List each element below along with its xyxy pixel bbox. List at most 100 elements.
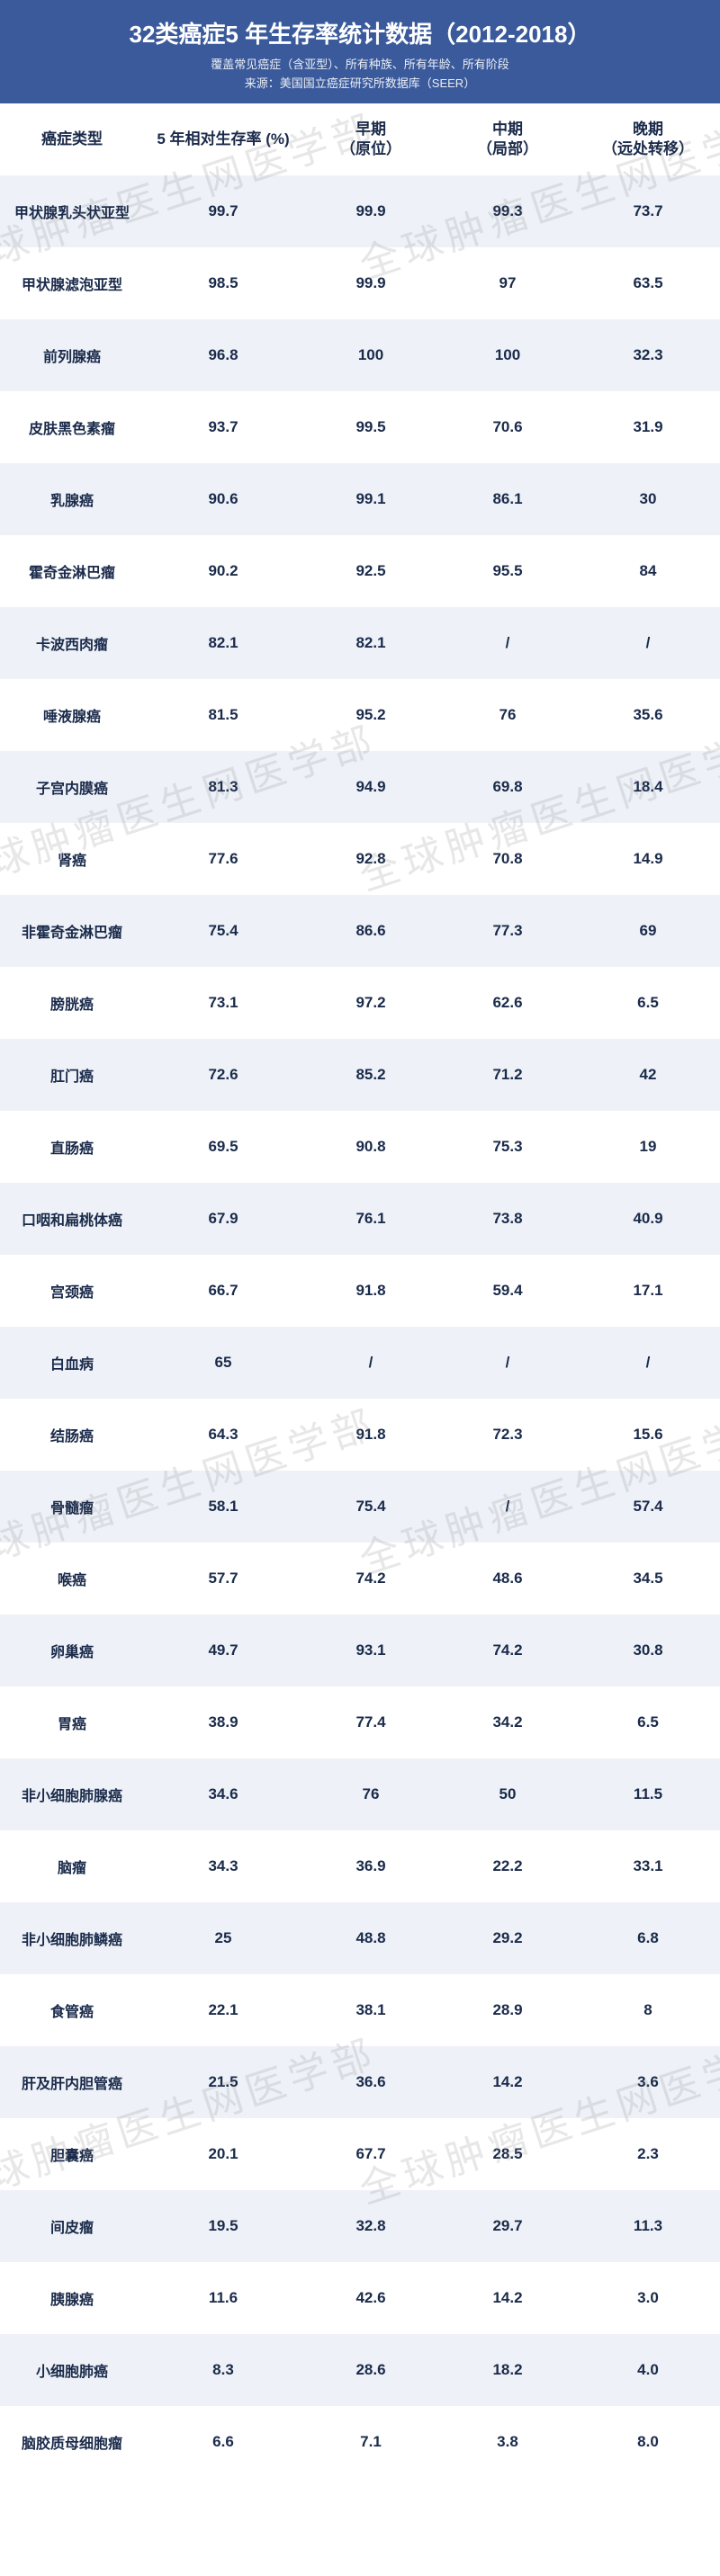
value-cell: 6.6 [144,2406,302,2478]
value-cell: 90.6 [144,463,302,535]
table-header: 癌症类型5 年相对生存率 (%)早期（原位）中期（局部）晚期（远处转移） [0,103,720,175]
value-cell: 50 [439,1758,576,1830]
table-row: 肾癌77.692.870.814.9 [0,823,720,895]
table-row: 脑胶质母细胞瘤6.67.13.88.0 [0,2406,720,2478]
value-cell: 90.2 [144,535,302,607]
table-row: 食管癌22.138.128.98 [0,1974,720,2046]
value-cell: 84 [576,535,720,607]
value-cell: 32.8 [302,2190,439,2262]
page-title: 32类癌症5 年生存率统计数据（2012-2018） [9,16,711,49]
value-cell: 100 [302,319,439,391]
value-cell: 48.8 [302,1902,439,1974]
table-row: 肛门癌72.685.271.242 [0,1039,720,1111]
table-row: 唾液腺癌81.595.27635.6 [0,679,720,751]
value-cell: 34.5 [576,1543,720,1614]
value-cell: 76 [302,1758,439,1830]
header: 32类癌症5 年生存率统计数据（2012-2018） 覆盖常见癌症（含亚型）、所… [0,0,720,103]
value-cell: / [576,1327,720,1399]
column-header: 晚期（远处转移） [576,103,720,175]
column-header: 中期（局部） [439,103,576,175]
cancer-type-cell: 胃癌 [0,1686,144,1758]
value-cell: 76 [439,679,576,751]
value-cell: 95.2 [302,679,439,751]
cancer-type-cell: 非霍奇金淋巴瘤 [0,895,144,967]
cancer-type-cell: 喉癌 [0,1543,144,1614]
table-row: 胆囊癌20.167.728.52.3 [0,2118,720,2190]
table-row: 胃癌38.977.434.26.5 [0,1686,720,1758]
value-cell: 96.8 [144,319,302,391]
value-cell: 20.1 [144,2118,302,2190]
table-row: 乳腺癌90.699.186.130 [0,463,720,535]
cancer-type-cell: 间皮瘤 [0,2190,144,2262]
value-cell: 92.8 [302,823,439,895]
cancer-type-cell: 子宫内膜癌 [0,751,144,823]
value-cell: / [439,1471,576,1543]
table-row: 口咽和扁桃体癌67.976.173.840.9 [0,1183,720,1255]
value-cell: 33.1 [576,1830,720,1902]
value-cell: 25 [144,1902,302,1974]
value-cell: 29.2 [439,1902,576,1974]
value-cell: 97.2 [302,967,439,1039]
value-cell: 82.1 [144,607,302,679]
value-cell: 75.3 [439,1111,576,1183]
column-header: 癌症类型 [0,103,144,175]
value-cell: 6.5 [576,1686,720,1758]
value-cell: / [302,1327,439,1399]
value-cell: 93.1 [302,1614,439,1686]
table-row: 宫颈癌66.791.859.417.1 [0,1255,720,1327]
value-cell: 57.7 [144,1543,302,1614]
table-row: 皮肤黑色素瘤93.799.570.631.9 [0,391,720,463]
value-cell: 97 [439,247,576,319]
value-cell: 17.1 [576,1255,720,1327]
value-cell: 81.5 [144,679,302,751]
value-cell: / [576,607,720,679]
value-cell: 6.5 [576,967,720,1039]
value-cell: 34.6 [144,1758,302,1830]
value-cell: 71.2 [439,1039,576,1111]
value-cell: 91.8 [302,1255,439,1327]
table-row: 卵巢癌49.793.174.230.8 [0,1614,720,1686]
cancer-type-cell: 卵巢癌 [0,1614,144,1686]
subtitle-coverage: 覆盖常见癌症（含亚型）、所有种族、所有年龄、所有阶段 [9,55,711,72]
value-cell: 90.8 [302,1111,439,1183]
cancer-type-cell: 非小细胞肺腺癌 [0,1758,144,1830]
table-row: 甲状腺乳头状亚型99.799.999.373.7 [0,175,720,247]
cancer-type-cell: 霍奇金淋巴瘤 [0,535,144,607]
cancer-type-cell: 肛门癌 [0,1039,144,1111]
cancer-type-cell: 甲状腺滤泡亚型 [0,247,144,319]
value-cell: 31.9 [576,391,720,463]
value-cell: 62.6 [439,967,576,1039]
table-row: 卡波西肉瘤82.182.1// [0,607,720,679]
value-cell: 76.1 [302,1183,439,1255]
value-cell: 73.1 [144,967,302,1039]
value-cell: 38.1 [302,1974,439,2046]
cancer-type-cell: 脑瘤 [0,1830,144,1902]
cancer-type-cell: 前列腺癌 [0,319,144,391]
value-cell: 34.2 [439,1686,576,1758]
value-cell: 21.5 [144,2046,302,2118]
value-cell: 34.3 [144,1830,302,1902]
value-cell: 94.9 [302,751,439,823]
value-cell: 77.3 [439,895,576,967]
value-cell: 99.5 [302,391,439,463]
cancer-type-cell: 非小细胞肺鳞癌 [0,1902,144,1974]
table-row: 肝及肝内胆管癌21.536.614.23.6 [0,2046,720,2118]
value-cell: 67.9 [144,1183,302,1255]
value-cell: 32.3 [576,319,720,391]
value-cell: 95.5 [439,535,576,607]
value-cell: 30 [576,463,720,535]
value-cell: 99.3 [439,175,576,247]
table-row: 间皮瘤19.532.829.711.3 [0,2190,720,2262]
cancer-type-cell: 小细胞肺癌 [0,2334,144,2406]
cancer-type-cell: 宫颈癌 [0,1255,144,1327]
table-row: 甲状腺滤泡亚型98.599.99763.5 [0,247,720,319]
value-cell: 70.8 [439,823,576,895]
cancer-type-cell: 胰腺癌 [0,2262,144,2334]
value-cell: 65 [144,1327,302,1399]
table-row: 胰腺癌11.642.614.23.0 [0,2262,720,2334]
value-cell: 42.6 [302,2262,439,2334]
value-cell: 3.8 [439,2406,576,2478]
table-body: 甲状腺乳头状亚型99.799.999.373.7甲状腺滤泡亚型98.599.99… [0,175,720,2478]
value-cell: 69.5 [144,1111,302,1183]
value-cell: 72.3 [439,1399,576,1471]
